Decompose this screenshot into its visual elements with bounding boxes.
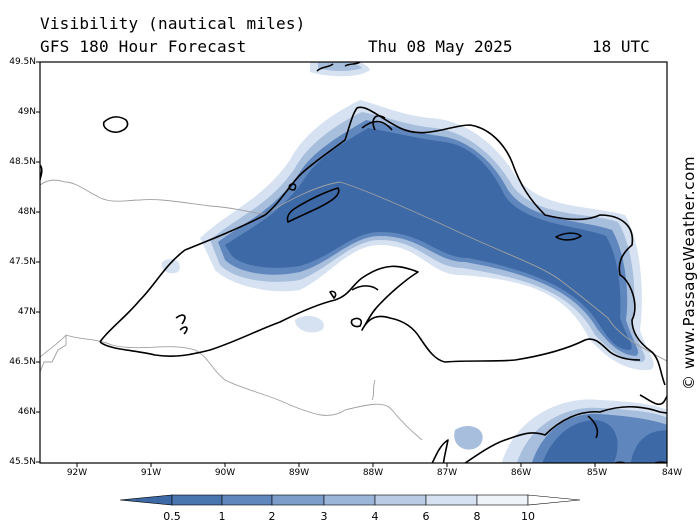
colorbar-segment-below-0.5: [119, 494, 173, 506]
colorbar-segment-6-8: [425, 494, 478, 506]
colorbar-segment-4-6: [374, 494, 427, 506]
colorbar-segment-above-10: [527, 494, 581, 506]
map-title: Visibility (nautical miles): [40, 14, 306, 33]
forecast-label: GFS 180 Hour Forecast: [40, 37, 247, 56]
lake-superior-coastline: [40, 106, 667, 463]
northern-shore-fragment: [316, 62, 361, 72]
forecast-date: Thu 08 May 2025: [368, 37, 513, 56]
lat-label: 49.5N: [9, 57, 36, 67]
lat-label: 48.5N: [9, 157, 36, 167]
axis-ticks: [36, 61, 668, 467]
colorbar-tick-label: 6: [422, 510, 430, 523]
colorbar-segment-8-10: [476, 494, 529, 506]
colorbar-segment-2-3: [271, 494, 325, 506]
colorbar-tick-label: 1: [218, 510, 226, 523]
low-visibility-shading: [161, 62, 667, 463]
lon-label: 89W: [288, 468, 310, 478]
lon-label: 91W: [140, 468, 162, 478]
colorbar-segment-1-2: [221, 494, 273, 506]
visibility-colorbar: [119, 494, 581, 506]
lon-label: 88W: [362, 468, 384, 478]
political-borders: [40, 179, 667, 441]
colorbar-tick-label: 2: [268, 510, 276, 523]
colorbar-tick-label: 8: [473, 510, 481, 523]
lat-label: 46N: [17, 407, 36, 417]
lon-label: 84W: [661, 468, 683, 478]
lat-label: 47N: [17, 307, 36, 317]
lon-label: 85W: [586, 468, 608, 478]
lat-label: 45.5N: [9, 457, 36, 467]
lat-label: 47.5N: [9, 257, 36, 267]
lon-label: 90W: [214, 468, 236, 478]
lat-label: 49N: [17, 107, 36, 117]
colorbar-tick-label: 10: [521, 510, 535, 523]
lat-label: 48N: [17, 207, 36, 217]
lon-label: 87W: [436, 468, 458, 478]
colorbar-segment-0.5-1: [171, 494, 223, 506]
watermark-text: © www.PassageWeather.com: [680, 155, 698, 390]
lon-label: 92W: [66, 468, 88, 478]
colorbar-tick-label: 4: [371, 510, 379, 523]
forecast-time: 18 UTC: [592, 37, 650, 56]
colorbar-tick-label: 3: [320, 510, 328, 523]
map-area: [40, 62, 667, 463]
colorbar-segment-3-4: [323, 494, 376, 506]
lon-label: 86W: [510, 468, 532, 478]
colorbar-tick-label: 0.5: [163, 510, 181, 523]
lat-label: 46.5N: [9, 357, 36, 367]
